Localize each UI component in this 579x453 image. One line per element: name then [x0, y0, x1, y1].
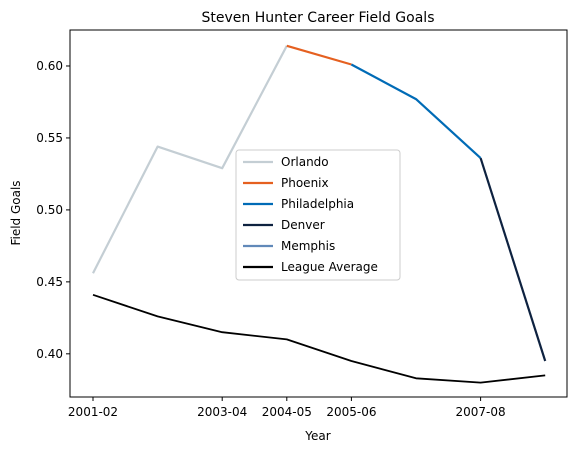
legend: Orlando Phoenix Philadelphia Denver Memphis L… [235, 149, 401, 281]
plot-area [92, 44, 547, 384]
series-line-league-average [92, 293, 546, 384]
legend-label-league-average: League Average [281, 260, 378, 274]
y-axis: 0.40 0.45 0.50 0.55 0.60 [36, 59, 70, 361]
plot-frame [69, 29, 568, 398]
legend-label-philadelphia: Philadelphia [281, 197, 354, 211]
legend-label-orlando: Orlando [281, 155, 329, 169]
x-axis-label: Year [304, 429, 330, 443]
legend-box [235, 149, 401, 281]
y-tick-label: 0.45 [36, 275, 63, 289]
x-tick-label: 2003-04 [197, 405, 247, 419]
series-line-orlando [92, 45, 288, 274]
x-tick-label: 2004-05 [262, 405, 312, 419]
x-tick-label: 2007-08 [456, 405, 506, 419]
legend-label-memphis: Memphis [281, 239, 335, 253]
series-line-phoenix [286, 44, 352, 66]
y-axis-label: Field Goals [9, 180, 23, 245]
y-tick-label: 0.40 [36, 347, 63, 361]
y-tick-label: 0.60 [36, 59, 63, 73]
series-line-denver [479, 157, 547, 362]
x-tick-label: 2001-02 [68, 405, 118, 419]
x-tick-label: 2005-06 [326, 405, 376, 419]
y-tick-label: 0.55 [36, 131, 63, 145]
legend-label-denver: Denver [281, 218, 325, 232]
legend-label-phoenix: Phoenix [281, 176, 329, 190]
series-line-philadelphia [350, 63, 482, 159]
y-tick-label: 0.50 [36, 203, 63, 217]
x-axis: 2001-02 2003-04 2004-05 2005-06 2007-08 [68, 397, 506, 419]
chart-title: Steven Hunter Career Field Goals [202, 10, 435, 26]
